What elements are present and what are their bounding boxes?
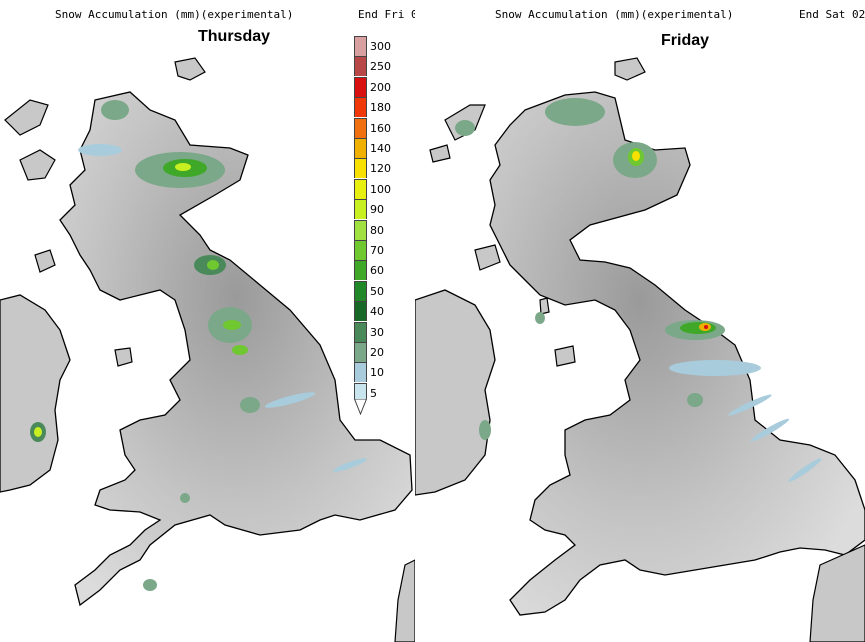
legend-swatch	[354, 158, 367, 179]
france-coast	[809, 544, 865, 642]
legend-swatch	[354, 240, 367, 260]
legend-swatch	[354, 280, 367, 301]
legend-swatch	[354, 301, 367, 322]
legend-swatch	[354, 138, 367, 158]
legend-label: 60	[370, 264, 384, 278]
legend-label: 200	[370, 80, 391, 94]
map-title: Snow Accumulation (mm)(experimental)	[55, 8, 294, 21]
legend-swatch	[354, 117, 367, 138]
legend-label: 180	[370, 101, 391, 115]
legend-label: 80	[370, 223, 384, 237]
legend-swatch	[354, 260, 367, 281]
orkney-island	[174, 57, 206, 81]
arran-island	[34, 249, 56, 273]
legend-swatch	[354, 97, 367, 118]
legend-swatch	[354, 382, 367, 399]
legend-label: 90	[370, 203, 384, 217]
valid-time-label: End Fri 01	[358, 8, 415, 21]
snow-patches-friday	[455, 98, 822, 482]
legend-swatch	[354, 219, 367, 240]
map-panel-friday: Snow Accumulation (mm)(experimental) End…	[415, 0, 865, 642]
legend-swatch	[354, 321, 367, 342]
legend-label: 250	[370, 60, 391, 74]
legend-label: 50	[370, 284, 384, 298]
france-coast	[394, 559, 415, 642]
legend-label: 120	[370, 162, 391, 176]
legend-label: 30	[370, 325, 384, 339]
legend-swatch	[354, 199, 367, 220]
legend-label: 5	[370, 386, 377, 400]
legend-label: 20	[370, 346, 384, 359]
legend-swatch	[354, 362, 367, 383]
hebrides-island	[429, 144, 451, 163]
hebrides-island	[19, 149, 56, 181]
anglesey-island	[114, 347, 133, 367]
anglesey-island	[554, 345, 576, 367]
snow-patches-thursday	[30, 100, 367, 591]
legend-label: 160	[370, 121, 391, 135]
arran-island	[474, 244, 501, 271]
legend-swatch	[354, 36, 367, 56]
day-title: Thursday	[198, 28, 271, 45]
legend-label: 140	[370, 142, 391, 155]
legend-label: 40	[370, 305, 384, 319]
ireland-landmass	[415, 289, 496, 496]
uk-map-friday	[415, 57, 865, 642]
legend-swatch	[354, 56, 367, 77]
valid-time-label: End Sat 02	[799, 8, 865, 21]
map-panel-thursday: Snow Accumulation (mm)(experimental) End…	[0, 0, 415, 642]
legend-label: 70	[370, 244, 384, 257]
britain-landmass	[489, 91, 865, 616]
orkney-island	[614, 57, 646, 81]
legend-label: 10	[370, 366, 384, 380]
color-scale-legend: 300 250 200 180 160 140 120 100 90 80 70 60 50 40 30 20…	[354, 36, 404, 416]
legend-swatch	[354, 76, 367, 97]
ireland-landmass	[0, 294, 71, 493]
legend-label: 300	[370, 40, 391, 53]
map-title: Snow Accumulation (mm)(experimental)	[495, 8, 734, 21]
legend-arrow-icon	[354, 399, 367, 416]
hebrides-island	[4, 99, 49, 136]
legend-label: 100	[370, 182, 391, 196]
legend-swatch	[354, 342, 367, 362]
isle-of-man	[539, 297, 550, 315]
day-title: Friday	[661, 32, 710, 49]
uk-map-thursday	[0, 57, 415, 642]
legend-swatch	[354, 178, 367, 199]
